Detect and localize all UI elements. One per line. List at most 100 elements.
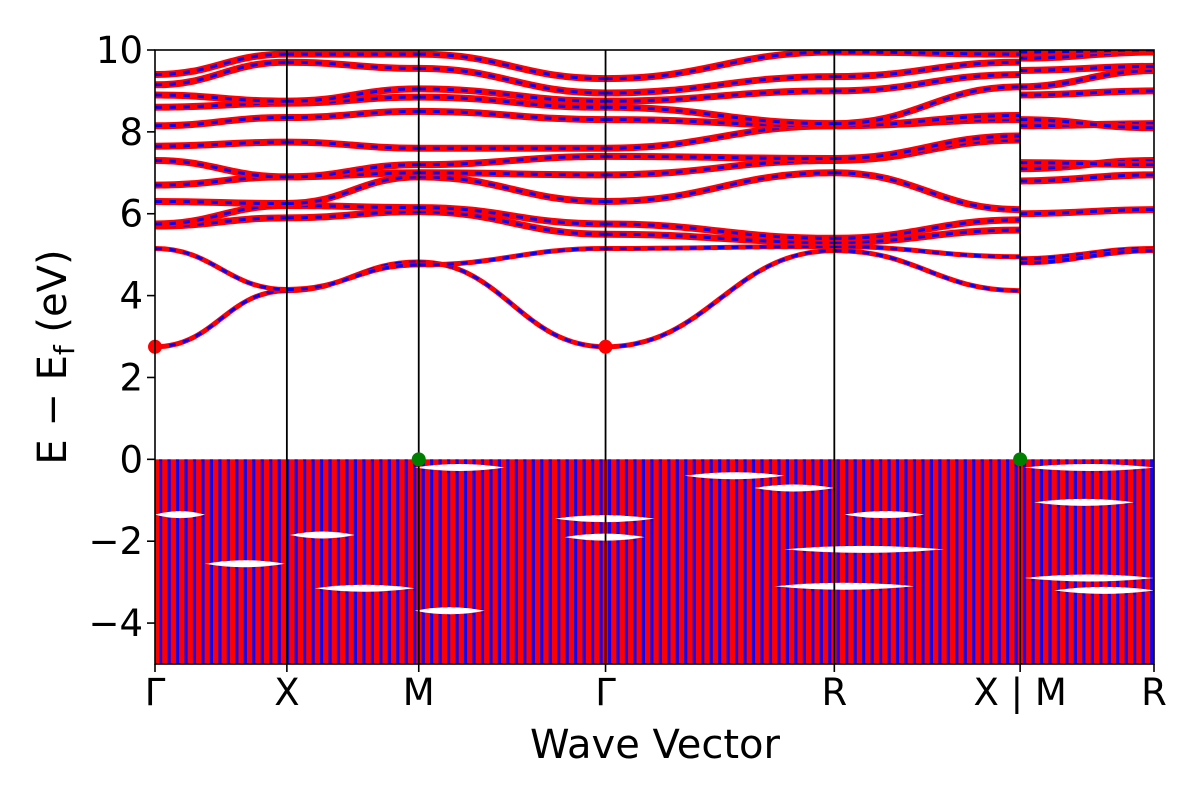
band-line-spin-up xyxy=(155,50,1154,95)
valence-stripe xyxy=(1133,459,1137,664)
valence-stripe xyxy=(904,459,908,664)
valence-stripe xyxy=(1099,459,1103,664)
valence-stripe xyxy=(912,459,917,664)
valence-stripe xyxy=(768,459,773,664)
valence-stripe xyxy=(277,459,281,664)
valence-stripe xyxy=(396,459,400,664)
valence-stripe xyxy=(1082,459,1086,664)
x-axis-title: Wave Vector xyxy=(530,722,781,768)
valence-stripe xyxy=(590,459,595,664)
band-line-spin-up xyxy=(155,159,1154,212)
valence-stripe xyxy=(828,459,832,664)
kpoint-label: X xyxy=(274,671,299,714)
valence-gap xyxy=(774,582,915,590)
valence-stripe xyxy=(370,459,374,664)
valence-stripe xyxy=(531,459,535,664)
y-tick-label: 2 xyxy=(119,356,143,399)
valence-stripe xyxy=(701,459,705,664)
valence-stripe xyxy=(616,459,620,664)
valence-stripe xyxy=(794,459,798,664)
x-axis-ticks: Γ X M Γ R X | M R xyxy=(145,664,1167,714)
y-tick-label: 6 xyxy=(119,193,143,236)
band-line-spin-up xyxy=(155,247,1154,349)
valence-band-region xyxy=(155,459,1154,664)
band-line-spin-down xyxy=(155,62,1154,105)
valence-stripe xyxy=(895,459,900,664)
cbm-marker xyxy=(598,339,613,354)
kpoint-label: R xyxy=(1141,671,1167,714)
valence-stripe xyxy=(938,459,942,664)
valence-stripe xyxy=(785,459,789,664)
high-symmetry-lines xyxy=(285,50,1022,664)
valence-stripe xyxy=(319,459,324,664)
kpoint-label: M xyxy=(403,671,435,714)
band-edge-markers xyxy=(148,339,1028,467)
valence-stripe xyxy=(997,459,1001,664)
band-line-spin-up xyxy=(155,68,1154,126)
valence-stripe xyxy=(811,459,815,664)
valence-stripe xyxy=(650,459,654,664)
kpoint-label: Γ xyxy=(145,671,166,714)
valence-gap xyxy=(204,560,285,568)
valence-stripe xyxy=(430,459,434,664)
valence-stripe xyxy=(751,459,756,664)
valence-stripe xyxy=(574,459,578,664)
valence-stripe xyxy=(548,459,552,664)
valence-stripe xyxy=(1124,459,1128,664)
valence-stripe xyxy=(1107,459,1111,664)
valence-stripe xyxy=(438,459,442,664)
valence-stripe xyxy=(565,459,569,664)
valence-stripe xyxy=(777,459,781,664)
band-line-spin-up xyxy=(155,118,1154,150)
valence-stripe xyxy=(294,459,298,664)
valence-stripe xyxy=(302,459,307,664)
valence-stripe xyxy=(845,459,849,664)
band-line-spin-up xyxy=(155,122,1154,179)
valence-stripe xyxy=(1141,459,1145,664)
valence-gap xyxy=(314,584,415,592)
valence-stripe xyxy=(1022,459,1027,664)
band-line-spin-down xyxy=(155,243,1154,292)
band-line-spin-up xyxy=(155,208,1154,244)
valence-stripe xyxy=(514,459,518,664)
valence-gap xyxy=(1034,498,1135,506)
valence-stripe xyxy=(336,459,341,664)
vbm-marker xyxy=(411,452,426,467)
valence-stripe xyxy=(709,459,713,664)
valence-gap xyxy=(784,545,945,553)
valence-stripe xyxy=(853,459,857,664)
valence-stripe xyxy=(963,459,967,664)
valence-stripe xyxy=(159,459,163,664)
valence-stripe xyxy=(1090,459,1094,664)
valence-stripe xyxy=(989,459,993,664)
valence-stripe xyxy=(311,459,315,664)
valence-stripe xyxy=(1073,459,1077,664)
valence-gap xyxy=(1054,586,1154,594)
band-line-spin-down xyxy=(155,120,1154,181)
valence-stripe xyxy=(607,459,612,664)
valence-stripe xyxy=(557,459,561,664)
kpoint-label: Γ xyxy=(595,671,616,714)
valence-stripe xyxy=(421,459,425,664)
y-tick-label: 10 xyxy=(96,29,143,72)
valence-stripe xyxy=(929,459,933,664)
valence-stripe xyxy=(692,459,696,664)
valence-stripe xyxy=(1150,459,1154,664)
valence-gap xyxy=(289,531,355,539)
valence-stripe xyxy=(667,459,671,664)
valence-stripe xyxy=(819,459,823,664)
valence-stripe xyxy=(955,459,959,664)
valence-stripe xyxy=(878,459,883,664)
kpoint-label: X | M xyxy=(974,671,1067,714)
valence-stripe xyxy=(1056,459,1061,664)
valence-stripe xyxy=(1014,459,1018,664)
valence-stripe xyxy=(887,459,891,664)
valence-stripe xyxy=(921,459,925,664)
valence-stripe xyxy=(760,459,764,664)
valence-stripe xyxy=(1116,459,1120,664)
valence-stripe xyxy=(489,459,493,664)
plot-area xyxy=(155,50,1154,664)
valence-stripe xyxy=(836,459,840,664)
valence-stripe xyxy=(209,459,214,664)
valence-stripe xyxy=(734,459,739,664)
